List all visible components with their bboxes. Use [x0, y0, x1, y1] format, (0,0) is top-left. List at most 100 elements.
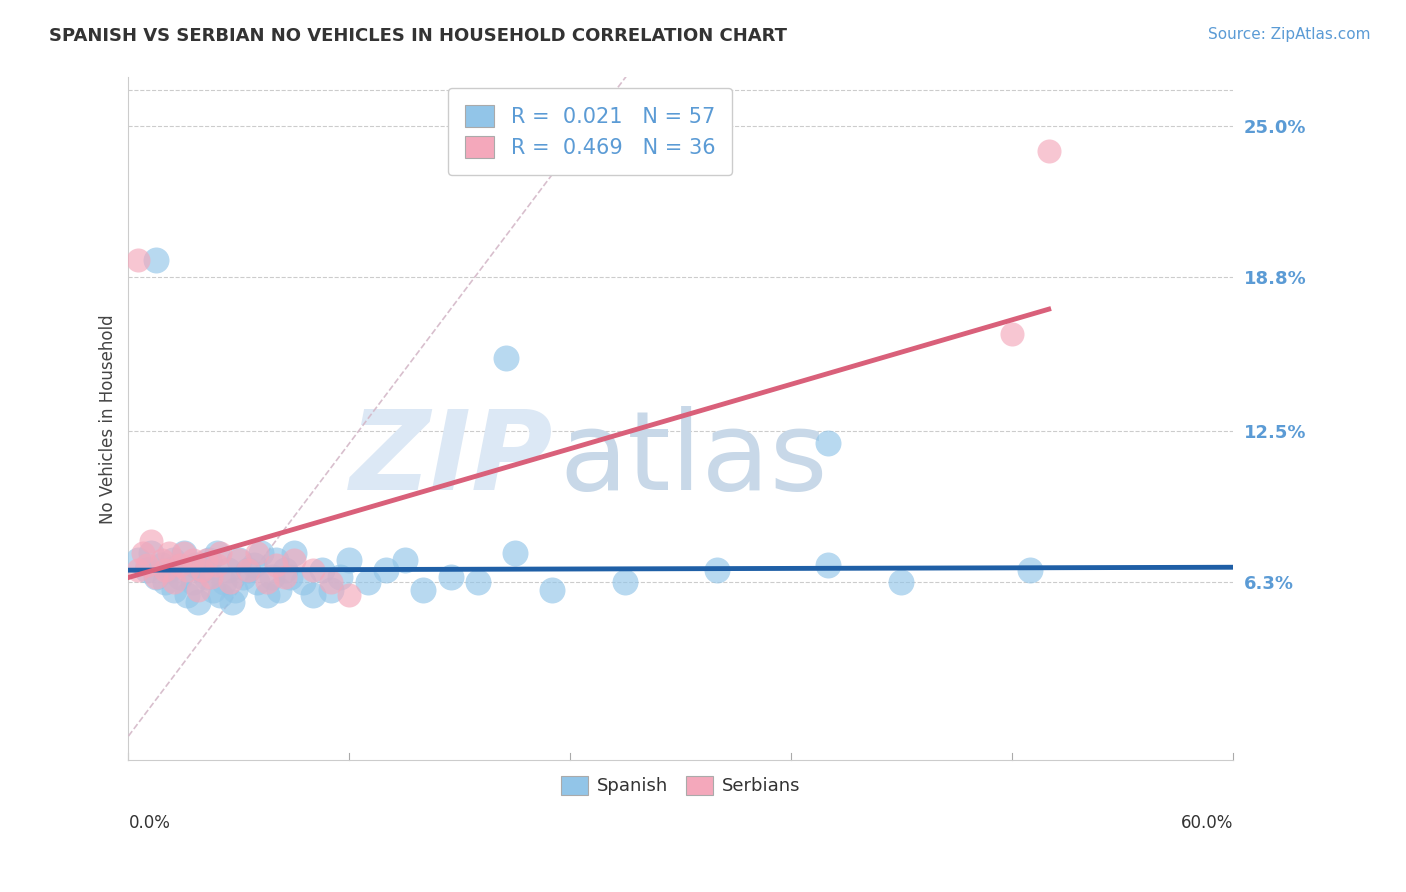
- Point: [329, 570, 352, 584]
- Point: [236, 563, 259, 577]
- Point: [163, 575, 186, 590]
- Point: [280, 570, 302, 584]
- Point: [139, 546, 162, 560]
- Point: [283, 546, 305, 560]
- Legend: Spanish, Serbians: Spanish, Serbians: [554, 769, 808, 803]
- Point: [337, 588, 360, 602]
- Point: [301, 563, 323, 577]
- Point: [301, 588, 323, 602]
- Point: [503, 546, 526, 560]
- Point: [319, 575, 342, 590]
- Point: [236, 563, 259, 577]
- Point: [135, 558, 157, 573]
- Point: [187, 582, 209, 597]
- Point: [169, 558, 191, 573]
- Point: [246, 546, 269, 560]
- Point: [176, 563, 198, 577]
- Point: [1038, 144, 1060, 158]
- Point: [139, 533, 162, 548]
- Point: [439, 570, 461, 584]
- Point: [150, 553, 173, 567]
- Point: [311, 563, 333, 577]
- Point: [217, 563, 239, 577]
- Point: [319, 582, 342, 597]
- Point: [467, 575, 489, 590]
- Point: [256, 575, 278, 590]
- Point: [169, 570, 191, 584]
- Point: [194, 570, 217, 584]
- Point: [181, 575, 204, 590]
- Point: [205, 546, 228, 560]
- Point: [150, 558, 173, 573]
- Point: [264, 553, 287, 567]
- Point: [274, 563, 297, 577]
- Point: [176, 588, 198, 602]
- Point: [183, 558, 205, 573]
- Point: [283, 553, 305, 567]
- Point: [157, 546, 180, 560]
- Point: [127, 563, 149, 577]
- Point: [200, 570, 222, 584]
- Point: [218, 575, 240, 590]
- Point: [890, 575, 912, 590]
- Point: [194, 553, 217, 567]
- Point: [250, 546, 273, 560]
- Point: [163, 582, 186, 597]
- Point: [198, 553, 221, 567]
- Point: [260, 570, 283, 584]
- Point: [209, 588, 232, 602]
- Point: [357, 575, 380, 590]
- Point: [1019, 563, 1042, 577]
- Point: [145, 570, 167, 584]
- Y-axis label: No Vehicles in Household: No Vehicles in Household: [100, 314, 117, 524]
- Point: [209, 546, 232, 560]
- Point: [181, 553, 204, 567]
- Point: [394, 553, 416, 567]
- Text: SPANISH VS SERBIAN NO VEHICLES IN HOUSEHOLD CORRELATION CHART: SPANISH VS SERBIAN NO VEHICLES IN HOUSEH…: [49, 27, 787, 45]
- Point: [127, 553, 149, 567]
- Point: [817, 558, 839, 573]
- Point: [1001, 326, 1024, 341]
- Point: [157, 563, 180, 577]
- Point: [212, 575, 235, 590]
- Point: [155, 575, 177, 590]
- Point: [264, 558, 287, 573]
- Point: [224, 582, 246, 597]
- Point: [706, 563, 728, 577]
- Point: [412, 582, 434, 597]
- Point: [191, 563, 214, 577]
- Point: [221, 595, 243, 609]
- Text: atlas: atlas: [560, 407, 828, 514]
- Point: [274, 570, 297, 584]
- Point: [191, 563, 214, 577]
- Point: [162, 553, 184, 567]
- Point: [337, 553, 360, 567]
- Point: [817, 436, 839, 450]
- Point: [228, 553, 250, 567]
- Point: [205, 558, 228, 573]
- Point: [540, 582, 562, 597]
- Point: [375, 563, 398, 577]
- Point: [614, 575, 637, 590]
- Point: [292, 575, 315, 590]
- Point: [256, 588, 278, 602]
- Point: [135, 563, 157, 577]
- Text: 0.0%: 0.0%: [128, 814, 170, 832]
- Point: [269, 582, 291, 597]
- Text: ZIP: ZIP: [350, 407, 554, 514]
- Point: [145, 253, 167, 268]
- Point: [145, 570, 167, 584]
- Point: [173, 546, 195, 560]
- Point: [232, 570, 254, 584]
- Point: [155, 563, 177, 577]
- Point: [242, 558, 264, 573]
- Text: Source: ZipAtlas.com: Source: ZipAtlas.com: [1208, 27, 1371, 42]
- Point: [228, 553, 250, 567]
- Point: [127, 253, 149, 268]
- Text: 60.0%: 60.0%: [1181, 814, 1233, 832]
- Point: [132, 546, 155, 560]
- Point: [187, 595, 209, 609]
- Point: [173, 546, 195, 560]
- Point: [495, 351, 517, 365]
- Point: [246, 575, 269, 590]
